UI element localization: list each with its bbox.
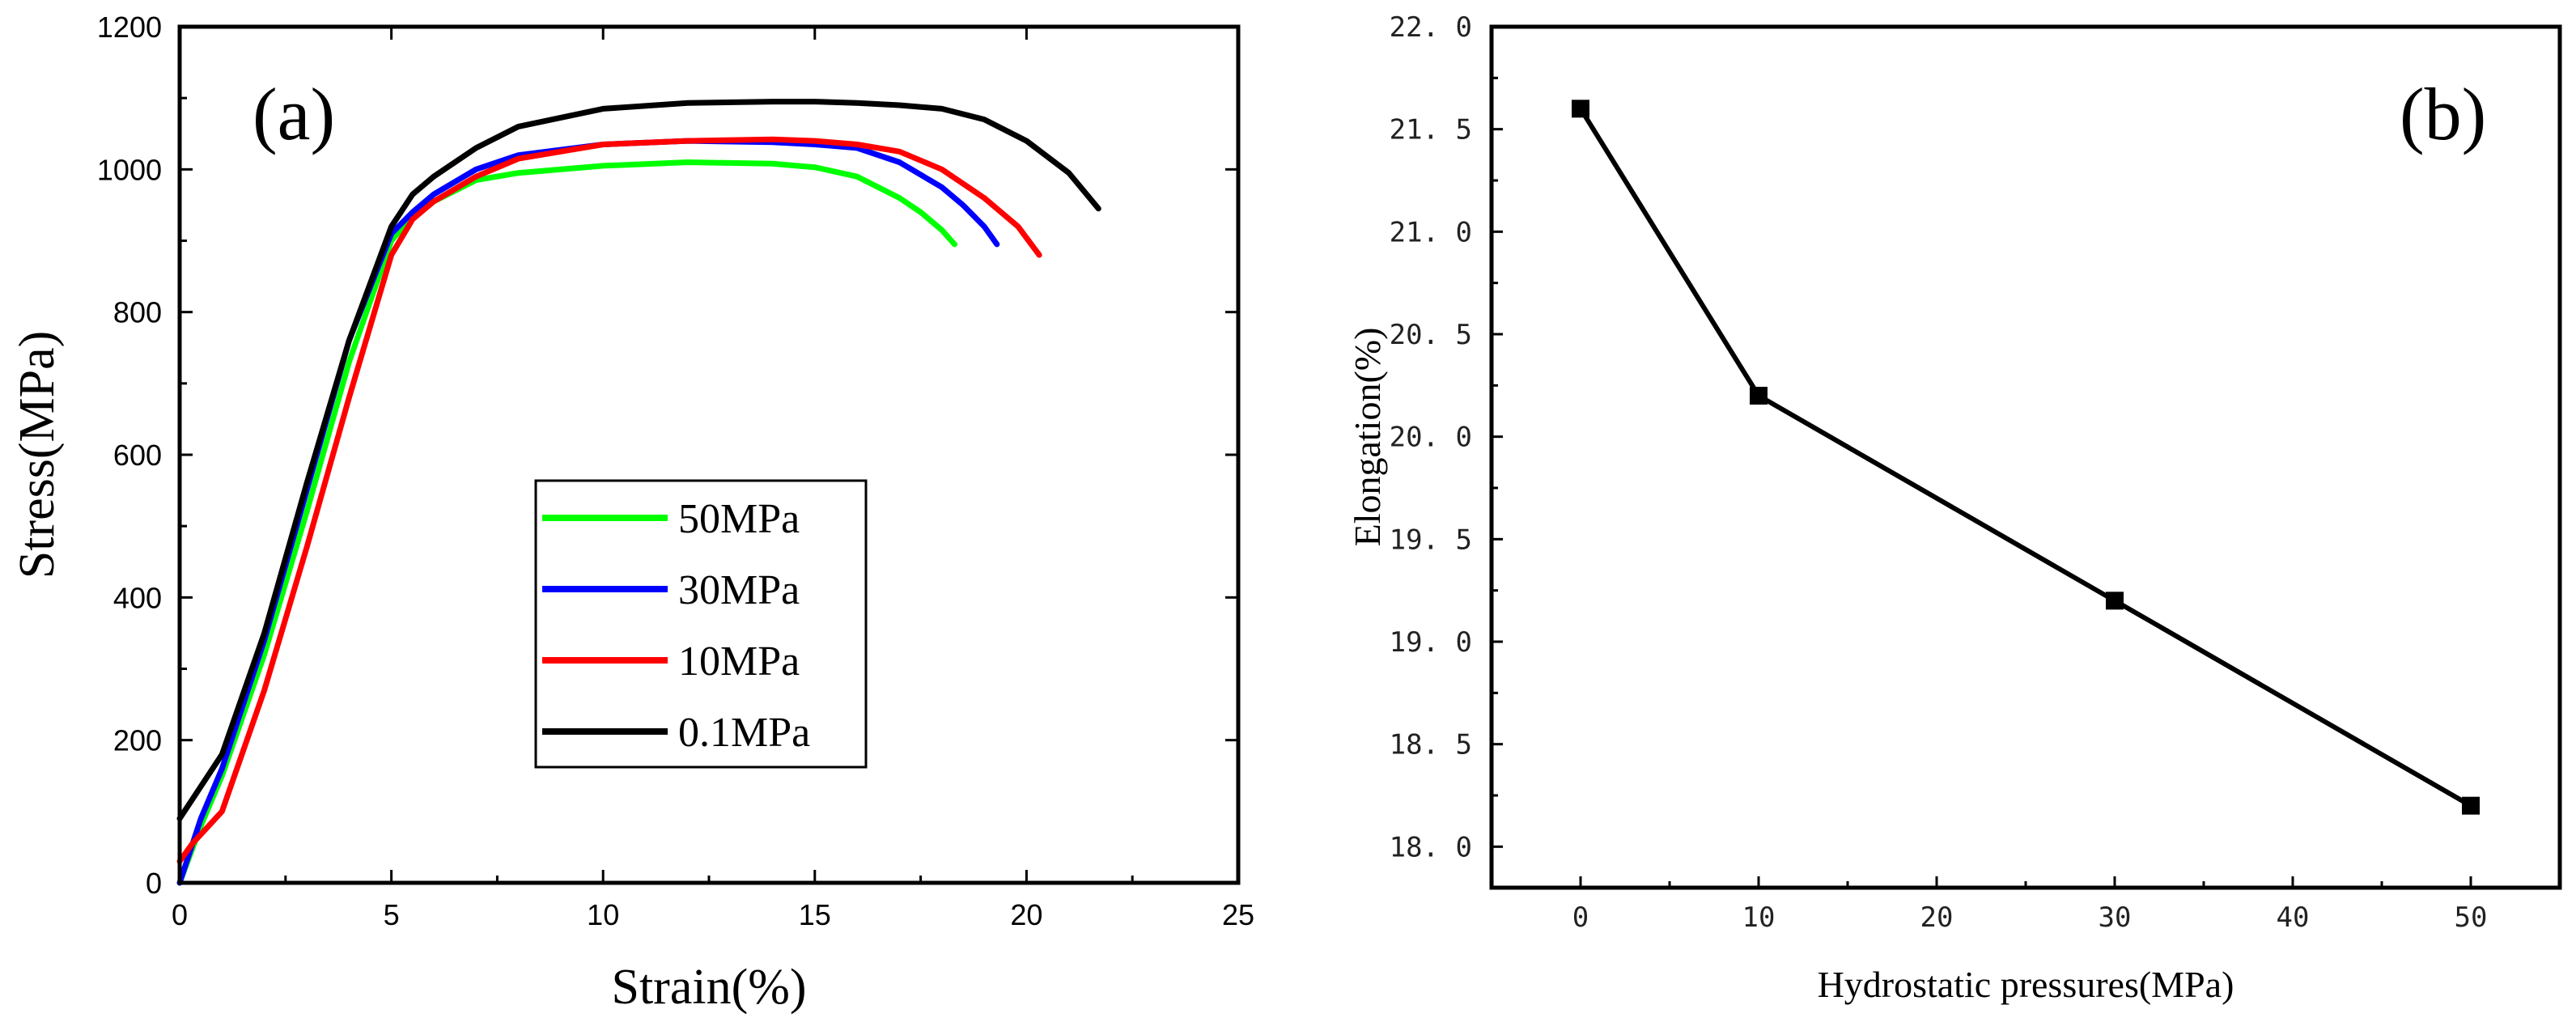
tick-labels-a: 0 5 10 15 20 25 0 200 400 600 800 1000 1200 (97, 11, 1254, 931)
data-point-marker (1572, 100, 1589, 118)
legend-label-30mpa: 30MPa (678, 567, 800, 613)
y-tick-label-b: 20. 5 (1390, 319, 1472, 351)
series-0-1mpa-line (176, 99, 1101, 822)
x-tick-label-b: 30 (2099, 901, 2132, 934)
y-tick-label-b: 20. 0 (1390, 422, 1472, 454)
y-tick-label-b: 19. 0 (1390, 626, 1472, 659)
data-point-marker (1750, 387, 1768, 405)
y-tick-label-a: 600 (113, 439, 162, 472)
data-point-marker (2462, 796, 2480, 815)
plot-frame-b (1489, 24, 2562, 890)
y-tick-label-b: 18. 0 (1390, 831, 1472, 863)
y-tick-label-b: 19. 5 (1390, 524, 1472, 556)
stress-strain-curves (176, 99, 1101, 886)
x-axis-title-a: Strain(%) (611, 960, 806, 1015)
y-tick-label-b: 21. 0 (1390, 216, 1472, 248)
x-tick-label-b: 40 (2277, 901, 2310, 934)
y-tick-label-a: 0 (146, 867, 162, 900)
x-tick-label-a: 25 (1222, 898, 1254, 931)
x-tick-label-b: 0 (1572, 901, 1589, 934)
x-tick-label-b: 10 (1742, 901, 1776, 934)
legend-box (534, 479, 868, 769)
elongation-series (1572, 100, 2480, 815)
x-axis-title-b: Hydrostatic pressures(MPa) (1818, 964, 2234, 1005)
y-axis-title-b: Elongation(%) (1347, 328, 1388, 547)
data-point-marker (2106, 592, 2124, 610)
legend-label-50mpa: 50MPa (678, 496, 800, 542)
tick-labels-b: 0 10 20 30 40 50 18. 0 18. 5 19. 0 19. 5 20. 0 20. … (1390, 11, 2488, 934)
x-tick-label-a: 0 (172, 898, 188, 931)
x-tick-label-b: 20 (1920, 901, 1954, 934)
tick-marks-a (178, 25, 1240, 884)
elongation-chart: 0 10 20 30 40 50 18. 0 18. 5 19. 0 19. 5 20. 0 20. … (1347, 11, 2562, 1005)
y-tick-label-b: 21. 5 (1390, 114, 1472, 146)
y-tick-label-b: 22. 0 (1390, 11, 1472, 44)
x-tick-label-a: 10 (587, 898, 619, 931)
series-50mpa-line (176, 159, 957, 886)
y-axis-title-a: Stress(MPa) (10, 331, 65, 579)
y-tick-label-a: 800 (113, 296, 162, 329)
panel-label-a: (a) (253, 73, 335, 155)
stress-strain-chart: 0 5 10 15 20 25 0 200 400 600 800 1000 1200 (a) Stra… (10, 11, 1254, 1015)
legend: 50MPa 30MPa 10MPa 0.1MPa (534, 479, 868, 769)
y-tick-label-a: 200 (113, 724, 162, 757)
panel-label-b: (b) (2400, 73, 2486, 155)
x-tick-label-a: 15 (799, 898, 831, 931)
x-tick-label-a: 20 (1010, 898, 1042, 931)
elongation-line (1578, 107, 2472, 808)
legend-label-0-1mpa: 0.1MPa (678, 710, 810, 756)
y-tick-label-b: 18. 5 (1390, 729, 1472, 761)
x-tick-label-b: 50 (2455, 901, 2488, 934)
tick-marks-b (1490, 25, 2561, 888)
y-tick-label-a: 1000 (97, 153, 162, 186)
x-tick-label-a: 5 (384, 898, 400, 931)
y-tick-label-a: 1200 (97, 11, 162, 44)
legend-label-10mpa: 10MPa (678, 638, 800, 685)
series-10mpa-line (176, 136, 1042, 864)
y-tick-label-a: 400 (113, 581, 162, 614)
